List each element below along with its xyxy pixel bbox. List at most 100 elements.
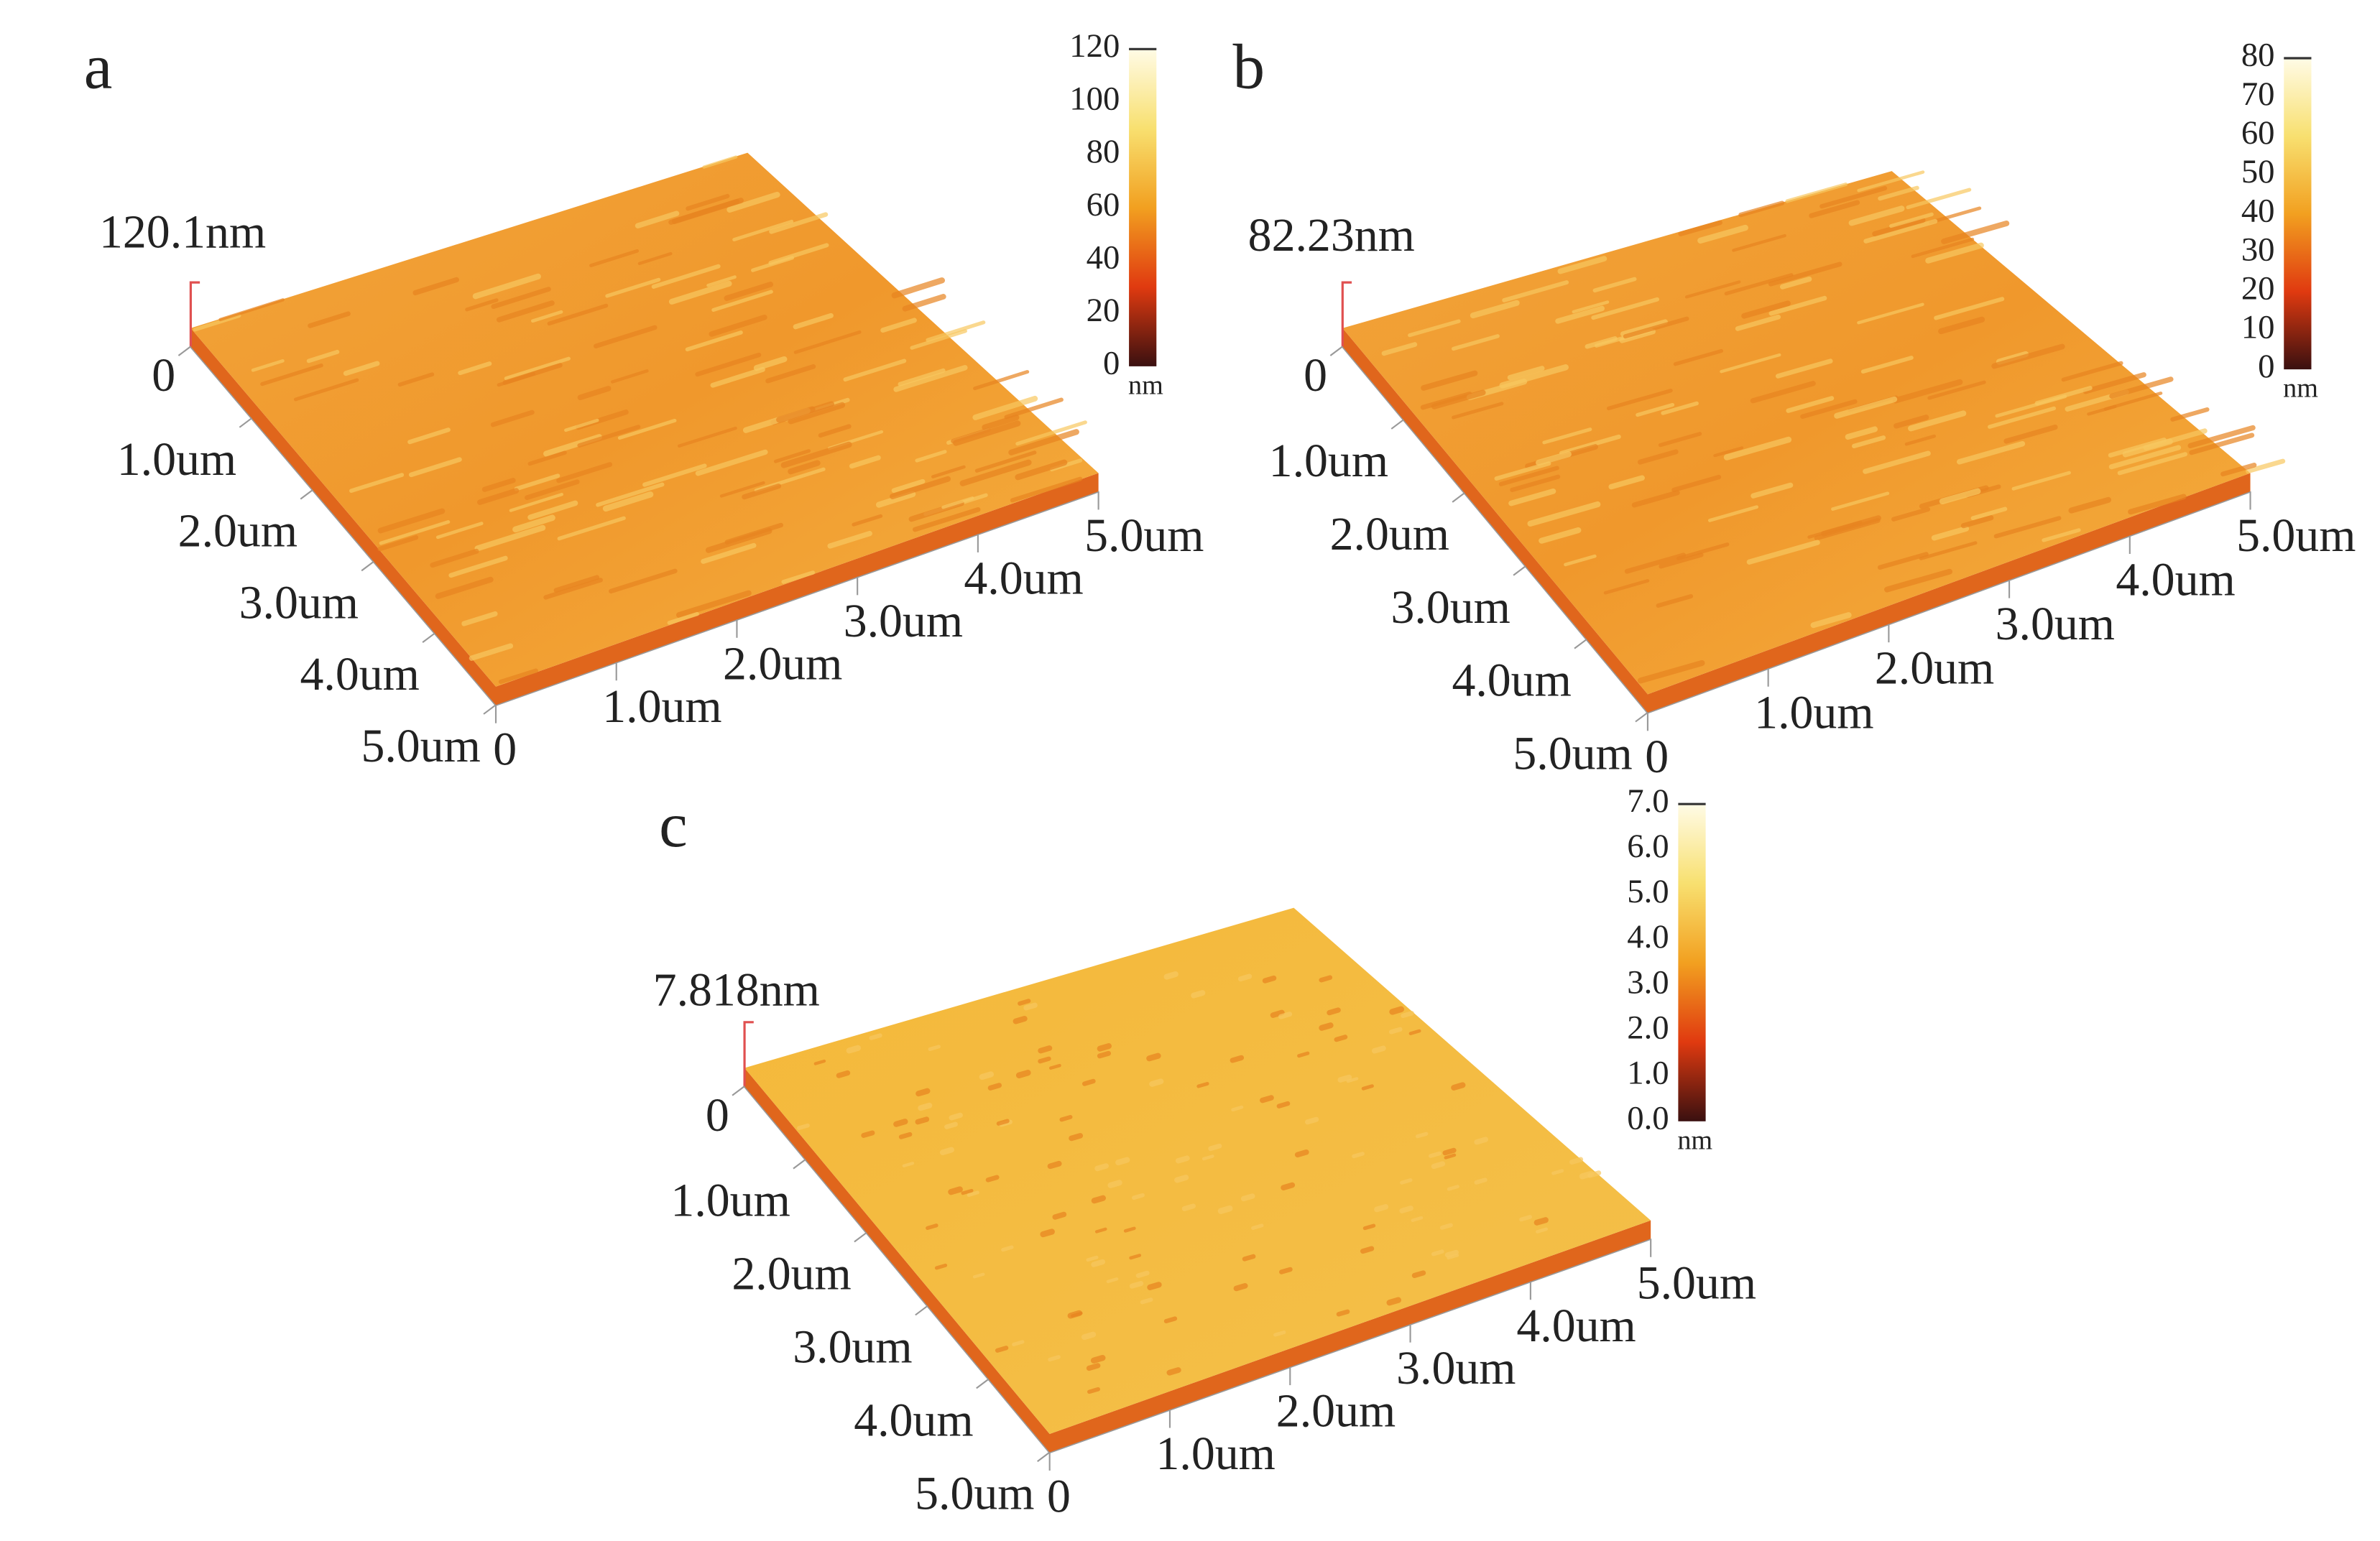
surface-texture [1470, 300, 1520, 319]
surface-texture [880, 318, 917, 333]
surface-texture [1857, 302, 1924, 325]
surface-texture [1386, 1297, 1401, 1306]
surface-texture [1697, 224, 1748, 244]
surface-texture [898, 1132, 913, 1139]
surface-texture [1352, 1152, 1365, 1159]
surface-texture [1527, 501, 1601, 527]
colorbar-tick-label: 20 [2241, 270, 2275, 307]
surface-texture [407, 427, 451, 445]
colorbar-tick-label: 2.0 [1627, 1009, 1669, 1046]
colorbar-tick-label: 6.0 [1627, 828, 1669, 865]
surface-texture [617, 418, 677, 440]
surface-texture [1334, 1035, 1348, 1042]
surface-texture [2170, 407, 2210, 422]
surface-texture [1431, 389, 1486, 409]
surface-texture [2108, 445, 2182, 470]
surface-texture [861, 1130, 875, 1138]
colorbar-tick-label: 80 [2241, 37, 2275, 74]
surface-texture [1018, 999, 1031, 1006]
surface-texture [1768, 262, 1842, 287]
surface-texture [979, 1071, 995, 1080]
axis-tick [483, 704, 497, 715]
surface-texture [1956, 440, 2026, 465]
surface-texture [377, 508, 446, 534]
surface-texture [1149, 1078, 1164, 1087]
surface-texture [2246, 458, 2286, 474]
surface-texture [2082, 372, 2146, 394]
surface-texture [788, 460, 821, 475]
surface-texture [2109, 376, 2174, 399]
surface-texture [1038, 1056, 1051, 1064]
surface-texture [1848, 205, 1905, 226]
surface-texture [1620, 319, 1668, 337]
surface-texture [496, 300, 555, 323]
surface-texture [1408, 1029, 1421, 1035]
x-axis-label: 0 [493, 723, 517, 775]
surface-texture [2117, 452, 2188, 476]
surface-texture [928, 1045, 941, 1051]
surface-texture [1746, 540, 1820, 565]
colorbar-tick-label: 100 [1069, 80, 1120, 118]
surface-texture [1208, 1143, 1222, 1152]
surface-texture [719, 481, 765, 498]
surface-texture [1750, 381, 1816, 404]
surface-texture [926, 1223, 938, 1231]
surface-texture [1676, 542, 1730, 560]
surface-texture [1431, 1249, 1444, 1257]
surface-texture [1008, 429, 1079, 455]
colorbar-tick-label: 30 [2241, 231, 2275, 268]
colorbar-tick-label: 5.0 [1627, 873, 1669, 910]
surface-texture [974, 450, 1037, 473]
surface-texture [1023, 1002, 1038, 1011]
surface-texture [2087, 404, 2117, 416]
surface-texture [1631, 490, 1680, 508]
axis-tick [1452, 492, 1465, 503]
surface-texture [1090, 1355, 1106, 1364]
surface-texture [902, 294, 946, 312]
surface-texture [1374, 1204, 1389, 1213]
surface-texture [1559, 434, 1621, 455]
surface-texture [1447, 1253, 1459, 1260]
surface-texture [1015, 1070, 1031, 1079]
surface-texture [1087, 1387, 1100, 1394]
surface-texture [1904, 434, 1937, 446]
surface-texture [557, 516, 626, 541]
surface-texture [308, 311, 351, 328]
surface-texture [1502, 280, 1569, 302]
surface-texture [948, 1186, 963, 1195]
surface-texture [512, 514, 555, 533]
surface-texture [2128, 494, 2187, 515]
surface-texture [934, 1263, 948, 1270]
surface-texture [727, 191, 780, 213]
surface-texture [1906, 188, 1972, 210]
surface-texture [1911, 237, 1975, 259]
surface-texture [675, 590, 752, 619]
surface-texture [732, 219, 794, 241]
colorbar-unit: nm [1677, 1125, 1712, 1155]
surface-texture [1908, 410, 1967, 432]
surface-texture [481, 478, 516, 492]
surface-texture [514, 473, 561, 491]
surface-texture [890, 476, 951, 499]
surface-texture [2143, 428, 2208, 450]
surface-texture [377, 535, 419, 552]
surface-texture [435, 522, 484, 540]
surface-texture [667, 611, 699, 625]
colorbar-tick-label: 3.0 [1627, 963, 1669, 1001]
surface-texture [893, 365, 968, 392]
x-axis-label: 1.0um [1754, 686, 1873, 739]
surface-texture [769, 212, 829, 234]
surface-texture [1659, 552, 1704, 569]
surface-texture [1251, 1223, 1264, 1230]
colorbar-tick-label: 10 [2241, 309, 2275, 346]
surface-texture [959, 459, 1032, 486]
surface-texture [1499, 364, 1569, 389]
x-axis-label: 3.0um [844, 595, 963, 647]
surface-texture [1785, 182, 1848, 203]
surface-texture [343, 361, 380, 376]
surface-texture [995, 1346, 1009, 1353]
surface-texture [1569, 1157, 1584, 1165]
surface-texture [2003, 424, 2058, 444]
